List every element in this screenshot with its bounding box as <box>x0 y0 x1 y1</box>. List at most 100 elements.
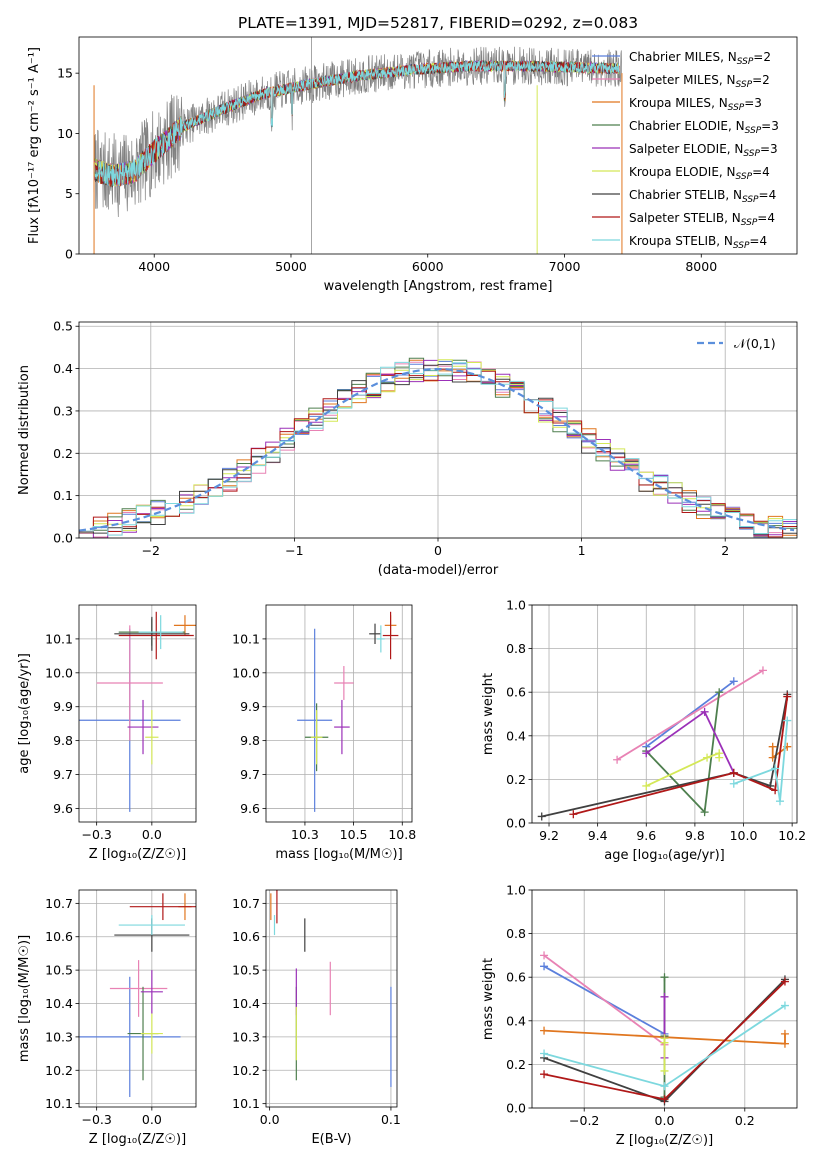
x-axis-label: mass [log₁₀(M/M☉)] <box>275 847 402 862</box>
y-axis-label: mass [log₁₀(M/M☉)] <box>17 935 32 1062</box>
x-tick-label: 7000 <box>549 259 581 274</box>
x-axis-label: age [log₁₀(age/yr)] <box>604 848 725 863</box>
weight-line <box>645 692 721 815</box>
x-tick-label: −2 <box>142 543 160 558</box>
legend-label-1: Salpeter MILES, NSSP=2 <box>629 73 770 90</box>
legend-nssp-value: 4 <box>769 188 777 202</box>
legend-nssp-sub: SSP <box>728 103 745 113</box>
y-axis-label: age [log₁₀(age/yr)] <box>17 653 32 774</box>
panel-mass_vs_ebv: 0.0 0.1 10.1 10.2 10.3 10.4 10.5 10.6 10.7 E(B-V) <box>232 889 401 1147</box>
y-tick-label: 0.8 <box>506 641 526 656</box>
legend-label-8: Kroupa STELIB, NSSP=4 <box>629 234 767 251</box>
legend-nssp-prefix: , N <box>728 119 745 133</box>
y-tick-label: 0.5 <box>53 319 73 334</box>
legend-nssp-sub: SSP <box>743 149 760 159</box>
weight-marker <box>780 1039 789 1048</box>
y-tick-label: 10.1 <box>45 1096 73 1111</box>
errorbar-point-7 <box>129 893 196 921</box>
y-tick-label: 10 <box>57 126 73 141</box>
legend-label-normal: 𝒩(0,1) <box>734 336 776 351</box>
axes-frame <box>531 889 798 1109</box>
plot-area-spectrum <box>93 37 623 254</box>
legend-model-name: Salpeter MILES <box>629 73 719 87</box>
errorbar-point-8 <box>118 915 185 936</box>
x-axis-label: wavelength [Angstrom, rest frame] <box>324 279 553 294</box>
plot-area-age_vs_Z <box>79 611 196 812</box>
legend-model-name: Chabrier MILES <box>629 50 720 64</box>
x-tick-label: 8000 <box>685 259 717 274</box>
observed-spectrum <box>93 46 623 218</box>
weight-series-5 <box>660 1034 669 1075</box>
weight-marker <box>660 1066 669 1075</box>
y-tick-label: 9.9 <box>240 699 260 714</box>
plot-area-age_vs_mass <box>297 611 399 812</box>
x-tick-label: 0.0 <box>655 1113 675 1128</box>
y-tick-label: 10.7 <box>232 896 260 911</box>
y-axis-label: Normed distribution <box>17 365 32 495</box>
weight-line <box>616 669 764 761</box>
x-tick-label: 0.0 <box>142 827 162 842</box>
y-tick-label: 9.9 <box>53 699 73 714</box>
weight-marker <box>775 797 784 806</box>
x-tick-label: 0.1 <box>381 1112 401 1127</box>
weight-series-2 <box>768 742 792 762</box>
axes-frame <box>265 889 398 1108</box>
legend-nssp-eq: = <box>752 73 762 87</box>
x-tick-label: 4000 <box>138 259 170 274</box>
y-tick-label: 0.3 <box>53 403 73 418</box>
weight-series-7 <box>540 977 789 1104</box>
axes-frame <box>78 36 798 255</box>
x-axis-label: Z [log₁₀(Z/Z☉)] <box>616 1133 713 1148</box>
weight-series-4 <box>642 707 738 777</box>
x-tick-label: 10.5 <box>340 827 368 842</box>
weight-marker <box>780 1029 789 1038</box>
legend-label-0: Chabrier MILES, NSSP=2 <box>629 50 771 67</box>
legend-model-name: Chabrier STELIB <box>629 188 725 202</box>
x-tick-label: 10.3 <box>291 827 319 842</box>
legend-nssp-sub: SSP <box>742 195 759 205</box>
errorbar-point-4 <box>334 699 350 755</box>
legend-nssp-prefix: , N <box>727 142 744 156</box>
errorbar-point-1 <box>96 625 163 741</box>
y-tick-label: 1.0 <box>506 883 526 898</box>
legend-nssp-sub: SSP <box>736 172 753 182</box>
panel-weight_vs_Z: −0.2 0.0 0.2 0.0 0.2 0.4 0.6 0.8 1.0 Z [log₁₀(Z/Z… <box>481 883 798 1148</box>
x-tick-label: 9.2 <box>539 828 559 843</box>
weight-marker <box>783 716 792 725</box>
weight-line <box>541 694 789 818</box>
axes-frame <box>78 604 197 823</box>
y-tick-label: 15 <box>57 66 73 81</box>
legend-label-5: Kroupa ELODIE, NSSP=4 <box>629 165 770 182</box>
weight-marker <box>540 1070 549 1079</box>
x-tick-label: 0.0 <box>142 1112 162 1127</box>
legend-nssp-value: 2 <box>763 50 771 64</box>
weight-marker <box>700 808 709 817</box>
errorbar-point-5 <box>145 710 159 765</box>
weight-marker <box>703 753 712 762</box>
weight-series-8 <box>729 716 792 806</box>
weight-marker <box>540 1049 549 1058</box>
x-tick-label: 9.4 <box>588 828 608 843</box>
axes-frame <box>78 889 197 1108</box>
panel-age_vs_mass: 10.3 10.5 10.8 9.6 9.7 9.8 9.9 10.0 10.1 mass [lo… <box>232 604 416 862</box>
legend-model-name: Salpeter ELODIE <box>629 142 727 156</box>
x-tick-label: −0.3 <box>81 1112 111 1127</box>
x-tick-label: 0.2 <box>735 1113 755 1128</box>
legend-nssp-prefix: , N <box>725 188 742 202</box>
panel-spectrum: 4000 5000 6000 7000 8000 0 5 10 15 wavelength [An… <box>27 36 798 294</box>
weight-series-7 <box>569 692 792 819</box>
residual-histogram-6 <box>79 364 797 535</box>
x-tick-label: 2 <box>721 543 729 558</box>
axes-frame <box>531 604 798 824</box>
y-tick-label: 10.1 <box>232 631 260 646</box>
plot-area-residuals <box>79 357 797 538</box>
y-tick-label: 0.6 <box>506 970 526 985</box>
axes-frame <box>78 321 798 539</box>
weight-marker <box>729 768 738 777</box>
x-tick-label: 0.0 <box>260 1112 280 1127</box>
y-tick-label: 0.2 <box>506 772 526 787</box>
legend-label-3: Chabrier ELODIE, NSSP=3 <box>629 119 779 136</box>
legend-nssp-eq: = <box>752 165 762 179</box>
x-tick-label: 9.8 <box>685 828 705 843</box>
